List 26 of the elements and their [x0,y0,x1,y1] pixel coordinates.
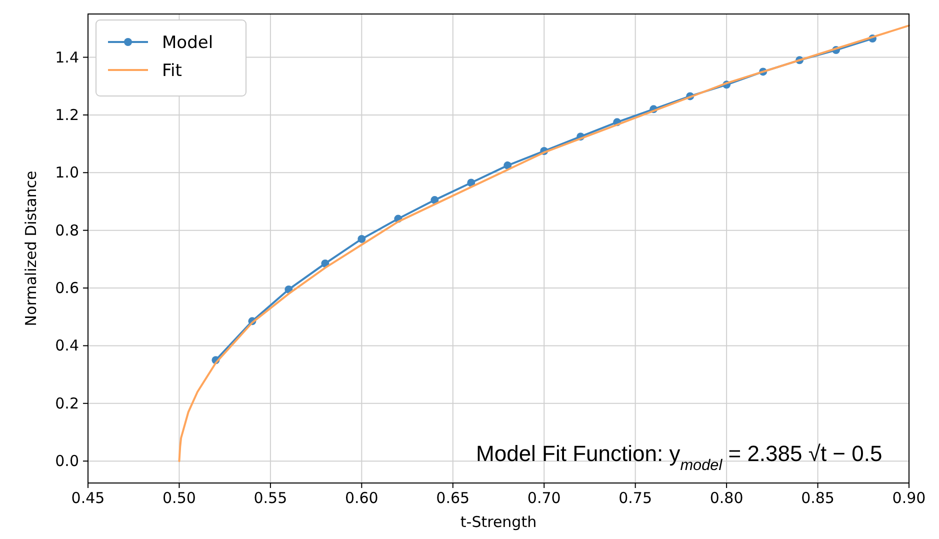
annotation: Model Fit Function: y$_{model}$ = 2.385 √t − 0.5 [476,441,882,474]
x-tick-label: 0.65 [436,489,470,507]
x-axis-title: t-Strength [460,513,537,531]
y-axis-title: Normalized Distance [22,170,40,326]
point [504,161,512,170]
x-tick-label: 0.90 [892,489,926,507]
y-tick-label: 0.6 [55,279,79,298]
legend-label: Fit [162,61,182,81]
x-tick-label: 0.45 [71,489,105,507]
x-tick-label: 0.50 [162,489,196,507]
point [430,196,439,204]
y-tick-label: 0.2 [55,394,79,412]
y-tick-label: 0.4 [55,336,79,355]
x-tick-label: 0.75 [618,489,652,507]
y-tick-label: 1.2 [55,106,79,124]
point [358,234,366,243]
y-tick-label: 1.4 [55,48,79,66]
legend-label: Model [162,33,214,53]
y-tick-label: 0.8 [55,221,79,240]
y-tick-label: 1.0 [55,164,79,182]
x-tick-label: 0.60 [344,489,378,507]
x-tick-label: 0.55 [254,489,288,507]
x-tick-label: 0.85 [801,489,834,507]
x-tick-label: 0.70 [527,489,561,507]
y-tick-label: 0.0 [55,452,79,470]
x-tick-label: 0.80 [710,489,744,507]
